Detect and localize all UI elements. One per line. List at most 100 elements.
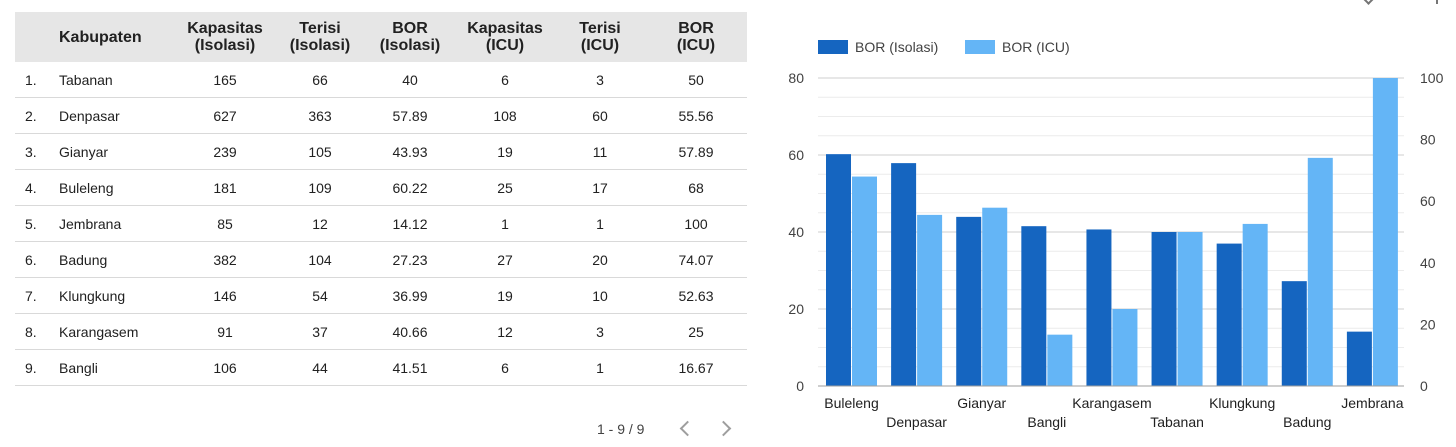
header-line1: Kapasitas bbox=[467, 20, 543, 37]
col-bor-isolasi-header[interactable]: BOR (Isolasi) bbox=[365, 12, 455, 62]
table-cell: 10 bbox=[555, 277, 645, 314]
header-line1: BOR bbox=[678, 20, 714, 37]
right-axis-tick-label: 0 bbox=[1420, 378, 1428, 394]
next-page-icon[interactable] bbox=[715, 420, 732, 437]
table-cell: 2. bbox=[15, 97, 55, 134]
table-cell: 19 bbox=[455, 133, 555, 170]
table-cell: 25 bbox=[645, 313, 747, 350]
right-axis-tick-label: 40 bbox=[1420, 255, 1436, 271]
left-axis-tick-label: 40 bbox=[788, 224, 804, 240]
table-cell: 165 bbox=[175, 62, 275, 98]
table-cell: 57.89 bbox=[645, 133, 747, 170]
bar-bor-icu bbox=[1047, 334, 1073, 386]
table-cell: Jembrana bbox=[55, 205, 175, 242]
table-cell: 109 bbox=[275, 169, 365, 206]
table-cell: 9. bbox=[15, 349, 55, 386]
table-cell: 11 bbox=[555, 133, 645, 170]
col-kapasitas-isolasi-header[interactable]: Kapasitas (Isolasi) bbox=[175, 12, 275, 62]
table-cell: 55.56 bbox=[645, 97, 747, 134]
table-cell: 20 bbox=[555, 241, 645, 278]
table-cell: Badung bbox=[55, 241, 175, 278]
col-index-header[interactable] bbox=[15, 12, 55, 62]
legend-swatch bbox=[965, 40, 995, 54]
col-bor-icu-header[interactable]: BOR (ICU) bbox=[645, 12, 747, 62]
bar-bor-isolasi bbox=[1151, 232, 1177, 386]
table-cell: 4. bbox=[15, 169, 55, 206]
col-terisi-icu-header[interactable]: Terisi (ICU) bbox=[555, 12, 645, 62]
table-cell: 50 bbox=[645, 62, 747, 98]
bar-bor-isolasi bbox=[826, 154, 851, 386]
bar-bor-icu bbox=[1372, 78, 1398, 386]
category-label: Klungkung bbox=[1209, 395, 1275, 411]
col-kabupaten-header[interactable]: Kabupaten bbox=[55, 12, 175, 62]
data-table-container: Kabupaten Kapasitas (Isolasi) Terisi (Isolas… bbox=[15, 12, 747, 386]
table-cell: 7. bbox=[15, 277, 55, 314]
header-line1: BOR bbox=[392, 20, 428, 37]
legend-swatch bbox=[818, 40, 848, 54]
table-cell: 60 bbox=[555, 97, 645, 134]
table-cell: 74.07 bbox=[645, 241, 747, 278]
right-axis-tick-label: 20 bbox=[1420, 316, 1436, 332]
table-cell: 54 bbox=[275, 277, 365, 314]
table-cell: 6 bbox=[455, 62, 555, 98]
bar-bor-icu bbox=[982, 207, 1008, 386]
table-cell: 382 bbox=[175, 241, 275, 278]
table-cell: 5. bbox=[15, 205, 55, 242]
header-line2: (Isolasi) bbox=[194, 37, 256, 54]
category-label: Karangasem bbox=[1072, 395, 1151, 411]
table-row: 3. Gianyar 239 105 43.93 19 11 57.89 bbox=[15, 133, 747, 170]
table-cell: Bangli bbox=[55, 349, 175, 386]
bar-bor-isolasi bbox=[1086, 229, 1112, 386]
category-label: Jembrana bbox=[1341, 395, 1403, 411]
left-axis-tick-label: 0 bbox=[796, 378, 804, 394]
left-axis-tick-label: 80 bbox=[788, 70, 804, 86]
table-cell: 6. bbox=[15, 241, 55, 278]
table-cell: 100 bbox=[645, 205, 747, 242]
table-cell: 91 bbox=[175, 313, 275, 350]
table-cell: 1 bbox=[555, 205, 645, 242]
table-cell: 3. bbox=[15, 133, 55, 170]
header-line1: Terisi bbox=[299, 20, 341, 37]
legend-label: BOR (Isolasi) bbox=[855, 39, 938, 55]
header-line1: Kabupaten bbox=[59, 28, 142, 46]
table-cell: 239 bbox=[175, 133, 275, 170]
col-kapasitas-icu-header[interactable]: Kapasitas (ICU) bbox=[455, 12, 555, 62]
table-cell: 85 bbox=[175, 205, 275, 242]
table-cell: 363 bbox=[275, 97, 365, 134]
prev-page-icon[interactable] bbox=[679, 420, 696, 437]
right-axis-tick-label: 100 bbox=[1420, 70, 1444, 86]
table-body: 1. Tabanan 165 66 40 6 3 50 2. Denpasar 627 363 57.8… bbox=[15, 62, 747, 386]
table-cell: 146 bbox=[175, 277, 275, 314]
bar-bor-icu bbox=[1112, 309, 1138, 386]
table-cell: 37 bbox=[275, 313, 365, 350]
bor-table: Kabupaten Kapasitas (Isolasi) Terisi (Isolas… bbox=[15, 12, 747, 386]
bar-bor-icu bbox=[1242, 223, 1268, 386]
col-terisi-isolasi-header[interactable]: Terisi (Isolasi) bbox=[275, 12, 365, 62]
table-cell: Klungkung bbox=[55, 277, 175, 314]
header-line1: Kapasitas bbox=[187, 20, 263, 37]
header-line2: (Isolasi) bbox=[379, 37, 441, 54]
table-cell: 3 bbox=[555, 62, 645, 98]
table-cell: 105 bbox=[275, 133, 365, 170]
table-cell: 41.51 bbox=[365, 349, 455, 386]
bar-bor-isolasi bbox=[956, 216, 982, 386]
right-axis-tick-label: 80 bbox=[1420, 132, 1436, 148]
bar-bor-isolasi bbox=[1281, 281, 1307, 386]
bar-bor-isolasi bbox=[891, 163, 917, 386]
bar-bor-isolasi bbox=[1021, 226, 1047, 386]
table-row: 9. Bangli 106 44 41.51 6 1 16.67 bbox=[15, 349, 747, 386]
table-cell: 40 bbox=[365, 62, 455, 98]
table-row: 8. Karangasem 91 37 40.66 12 3 25 bbox=[15, 313, 747, 350]
category-label: Gianyar bbox=[957, 395, 1006, 411]
bar-bor-isolasi bbox=[1216, 243, 1242, 386]
table-row: 7. Klungkung 146 54 36.99 19 10 52.63 bbox=[15, 277, 747, 314]
table-cell: 19 bbox=[455, 277, 555, 314]
table-cell: Buleleng bbox=[55, 169, 175, 206]
left-axis-tick-label: 20 bbox=[788, 301, 804, 317]
table-cell: 17 bbox=[555, 169, 645, 206]
table-cell: 40.66 bbox=[365, 313, 455, 350]
table-cell: 36.99 bbox=[365, 277, 455, 314]
more-vert-icon[interactable] bbox=[1436, 0, 1438, 4]
table-cell: 12 bbox=[275, 205, 365, 242]
table-cell: 1. bbox=[15, 62, 55, 98]
